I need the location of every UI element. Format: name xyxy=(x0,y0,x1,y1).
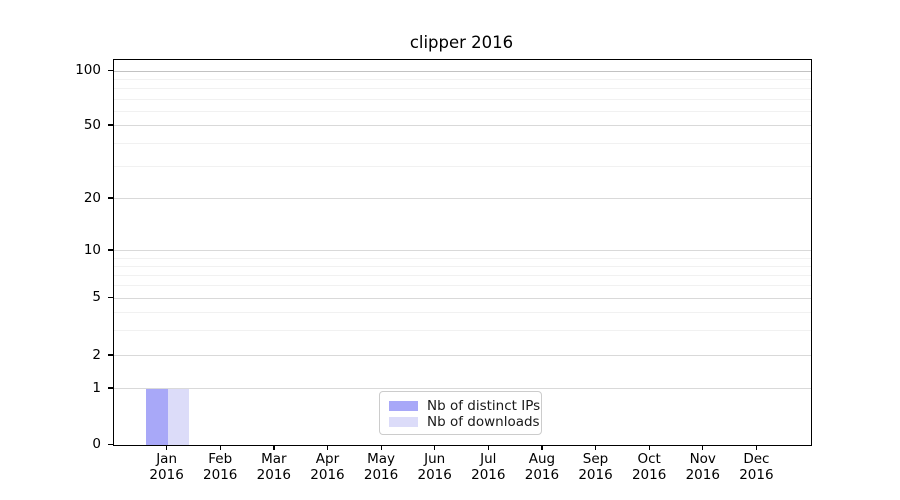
y-tick-label-100: 100 xyxy=(75,62,101,78)
x-tick-mark-dec xyxy=(755,445,758,450)
legend-swatch-2 xyxy=(389,417,418,427)
x-tick-label-feb: Feb 2016 xyxy=(188,451,252,483)
bar-nb-of-downloads-jan xyxy=(167,388,190,445)
y-tick-mark-50 xyxy=(108,124,113,126)
x-tick-label-month: May xyxy=(367,451,396,467)
minor-gridline-30 xyxy=(114,166,811,168)
y-tick-mark-100 xyxy=(108,69,113,71)
minor-gridline-70 xyxy=(114,98,811,100)
y-tick-label-10: 10 xyxy=(83,241,101,258)
legend-label-1: Nb of distinct IPs xyxy=(427,398,541,414)
legend-swatch-1 xyxy=(389,401,418,411)
x-tick-mark-nov xyxy=(702,445,704,450)
legend-row-2: Nb of downloads xyxy=(389,414,540,430)
x-tick-mark-jul xyxy=(487,445,489,450)
y-tick-label-5: 5 xyxy=(92,289,101,305)
minor-gridline-90 xyxy=(114,78,811,80)
x-tick-label-nov: Nov 2016 xyxy=(671,451,735,483)
x-tick-label-year: 2016 xyxy=(417,467,452,483)
x-tick-label-year: 2016 xyxy=(739,467,774,483)
x-tick-label-month: Nov xyxy=(689,451,716,467)
minor-gridline-3 xyxy=(114,329,811,331)
x-tick-label-dec: Dec 2016 xyxy=(724,451,788,483)
x-tick-mark-may xyxy=(380,445,382,450)
x-tick-label-month: Mar xyxy=(261,451,287,467)
x-tick-mark-jan xyxy=(166,445,168,450)
x-tick-label-month: Aug xyxy=(528,451,556,467)
x-tick-mark-aug xyxy=(541,445,543,450)
x-tick-label-month: Apr xyxy=(315,451,340,467)
x-tick-mark-sep xyxy=(595,445,597,450)
legend-label-2: Nb of downloads xyxy=(427,414,540,430)
bar-nb-of-distinct-ips-jan xyxy=(146,388,168,445)
x-tick-mark-apr xyxy=(326,445,329,450)
plot-area xyxy=(113,59,812,446)
y-tick-mark-5 xyxy=(108,296,113,298)
x-tick-label-year: 2016 xyxy=(363,467,399,483)
x-tick-label-year: 2016 xyxy=(471,467,506,483)
x-tick-label-sep: Sep 2016 xyxy=(564,451,628,483)
x-tick-label-month: Feb xyxy=(208,451,233,467)
legend-row-1: Nb of distinct IPs xyxy=(389,398,540,414)
major-gridline-1 xyxy=(114,388,811,390)
minor-gridline-6 xyxy=(114,285,811,287)
x-tick-label-jan: Jan 2016 xyxy=(135,451,199,483)
x-tick-label-year: 2016 xyxy=(524,467,560,483)
x-tick-label-may: May 2016 xyxy=(349,451,413,483)
x-tick-label-oct: Oct 2016 xyxy=(617,451,681,483)
minor-gridline-40 xyxy=(114,143,811,145)
x-tick-label-jul: Jul 2016 xyxy=(456,451,520,483)
y-tick-mark-10 xyxy=(108,249,113,251)
x-tick-label-year: 2016 xyxy=(578,467,613,483)
x-tick-label-apr: Apr 2016 xyxy=(295,451,359,483)
x-tick-label-month: Oct xyxy=(637,451,661,467)
x-tick-label-jun: Jun 2016 xyxy=(403,451,467,483)
y-tick-mark-0 xyxy=(108,443,113,445)
x-tick-label-year: 2016 xyxy=(310,467,345,483)
x-tick-label-month: Dec xyxy=(743,451,770,467)
minor-gridline-7 xyxy=(114,274,811,276)
x-tick-mark-feb xyxy=(219,445,221,450)
x-tick-label-year: 2016 xyxy=(631,467,667,483)
legend: Nb of distinct IPs Nb of downloads xyxy=(379,391,542,435)
major-gridline-100 xyxy=(114,70,811,72)
x-tick-label-month: Jan xyxy=(156,451,178,467)
x-tick-mark-oct xyxy=(648,445,650,450)
x-tick-label-aug: Aug 2016 xyxy=(510,451,574,483)
major-gridline-20 xyxy=(114,198,811,200)
y-tick-mark-2 xyxy=(108,354,113,356)
y-tick-label-50: 50 xyxy=(83,116,101,133)
x-tick-label-year: 2016 xyxy=(256,467,292,483)
major-gridline-5 xyxy=(114,297,811,299)
x-tick-mark-mar xyxy=(273,445,275,450)
minor-gridline-8 xyxy=(114,265,811,267)
y-tick-label-0: 0 xyxy=(92,436,101,452)
major-gridline-50 xyxy=(114,125,811,127)
y-tick-mark-20 xyxy=(108,197,113,199)
x-tick-label-month: Jun xyxy=(424,451,446,467)
x-tick-label-month: Sep xyxy=(582,451,609,467)
x-tick-label-month: Jul xyxy=(480,451,497,467)
minor-gridline-80 xyxy=(114,88,811,90)
minor-gridline-9 xyxy=(114,257,811,259)
y-tick-label-20: 20 xyxy=(83,189,101,206)
y-tick-mark-1 xyxy=(108,387,113,389)
major-gridline-2 xyxy=(114,355,811,357)
y-tick-label-2: 2 xyxy=(92,346,101,363)
x-tick-label-year: 2016 xyxy=(685,467,720,483)
x-tick-label-mar: Mar 2016 xyxy=(242,451,306,483)
y-tick-label-1: 1 xyxy=(92,379,101,396)
chart-title: clipper 2016 xyxy=(409,33,514,52)
major-gridline-10 xyxy=(114,250,811,252)
x-tick-mark-jun xyxy=(434,445,436,450)
x-tick-label-year: 2016 xyxy=(149,467,184,483)
x-tick-label-year: 2016 xyxy=(203,467,238,483)
minor-gridline-60 xyxy=(114,111,811,113)
minor-gridline-4 xyxy=(114,311,811,313)
